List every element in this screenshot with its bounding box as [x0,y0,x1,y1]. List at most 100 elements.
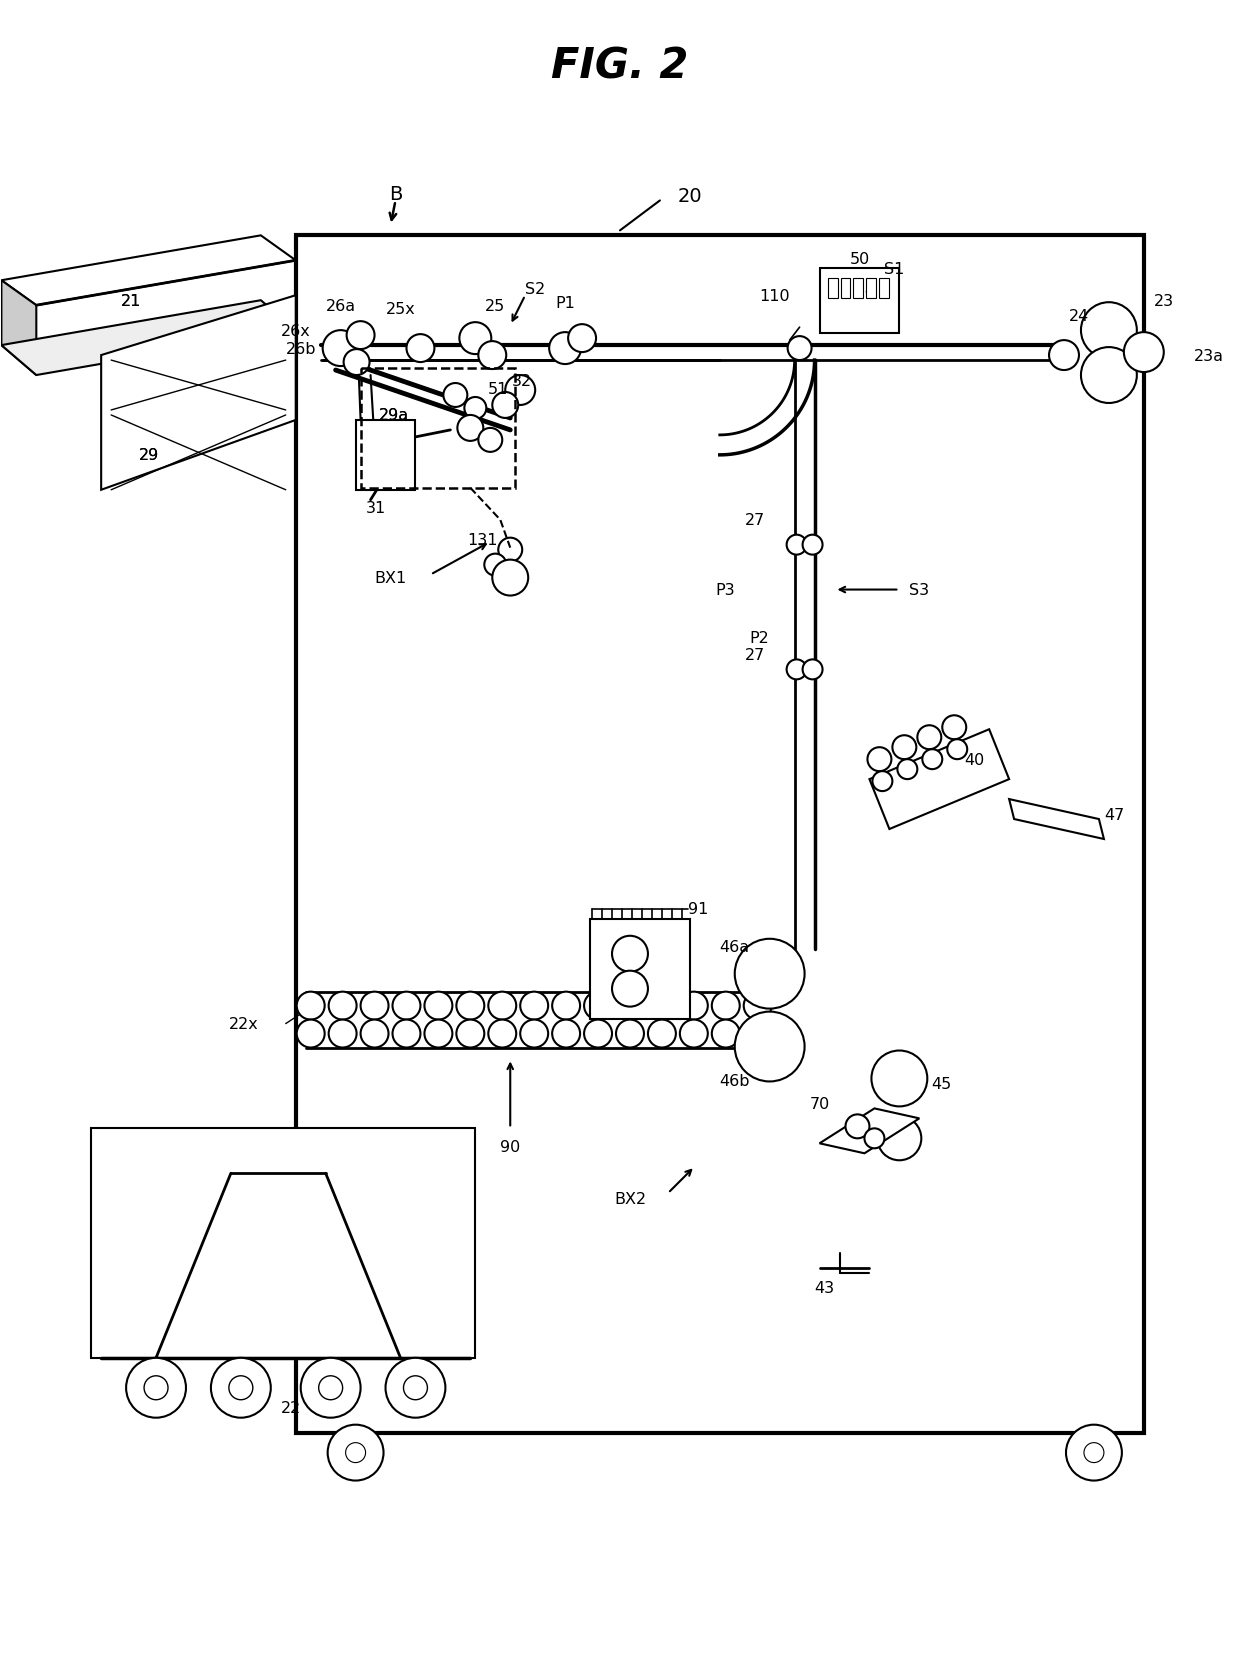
Circle shape [1123,333,1164,373]
Text: 26a: 26a [326,298,356,313]
Text: 26b: 26b [285,341,316,356]
Text: 91: 91 [688,902,708,917]
Circle shape [1066,1425,1122,1481]
Text: 25x: 25x [386,301,415,316]
Polygon shape [102,296,295,490]
Bar [295,236,1143,1432]
Circle shape [878,1116,921,1161]
Circle shape [616,1021,644,1047]
Circle shape [346,1442,366,1462]
Circle shape [492,393,518,418]
Circle shape [456,992,485,1021]
Circle shape [584,992,613,1021]
Circle shape [868,748,892,771]
Bar [361,368,516,489]
Circle shape [386,1358,445,1417]
Circle shape [301,1358,361,1417]
Text: 25: 25 [485,298,506,313]
Circle shape [568,325,596,353]
Circle shape [327,1425,383,1481]
Circle shape [1081,348,1137,403]
Bar [92,1129,475,1358]
Polygon shape [1009,800,1104,840]
Polygon shape [1,301,295,376]
Text: 22x: 22x [229,1017,259,1032]
Circle shape [649,1021,676,1047]
Text: 21: 21 [122,293,141,308]
Text: 23: 23 [1153,293,1174,308]
Bar [879,279,889,299]
Circle shape [802,535,822,555]
Bar [820,269,899,335]
Circle shape [521,1021,548,1047]
Text: 46b: 46b [719,1074,750,1089]
Text: FIG. 2: FIG. 2 [552,45,688,87]
Circle shape [802,661,822,679]
Circle shape [126,1358,186,1417]
Circle shape [347,321,374,350]
Circle shape [649,992,676,1021]
Text: 51: 51 [489,381,508,397]
Circle shape [712,1021,740,1047]
Text: 22: 22 [280,1400,301,1415]
Circle shape [680,1021,708,1047]
Text: 110: 110 [759,288,790,303]
Text: B: B [389,184,402,204]
Circle shape [361,1021,388,1047]
Circle shape [424,1021,453,1047]
Bar [827,279,837,299]
Circle shape [479,428,502,453]
Text: P1: P1 [556,296,575,311]
Text: 31: 31 [366,500,386,515]
Bar [356,420,415,490]
Text: 131: 131 [467,532,497,547]
Circle shape [361,992,388,1021]
Text: 50: 50 [849,251,869,266]
Circle shape [322,331,358,366]
Circle shape [786,661,806,679]
Text: 47: 47 [1104,806,1125,821]
Circle shape [444,383,467,408]
Bar [841,279,851,299]
Bar [867,279,877,299]
Text: 43: 43 [815,1282,835,1295]
Text: 29a: 29a [378,408,408,423]
Text: P3: P3 [715,582,734,597]
Text: S3: S3 [909,582,930,597]
Circle shape [458,415,484,442]
Circle shape [873,771,893,791]
Text: 29: 29 [139,448,159,463]
Circle shape [918,726,941,750]
Circle shape [144,1375,167,1400]
Polygon shape [869,729,1009,830]
Text: 32: 32 [512,373,532,388]
Circle shape [403,1375,428,1400]
Text: 46a: 46a [719,940,750,955]
Text: S1: S1 [884,261,904,276]
Text: BX2: BX2 [614,1191,646,1206]
Circle shape [613,970,649,1007]
Circle shape [521,992,548,1021]
Circle shape [456,1021,485,1047]
Circle shape [616,992,644,1021]
Text: 23a: 23a [1194,348,1224,363]
Text: 24: 24 [1069,308,1089,323]
Text: 70: 70 [810,1096,830,1111]
Circle shape [735,1012,805,1082]
Circle shape [498,539,522,562]
Circle shape [489,992,516,1021]
Text: 26x: 26x [280,323,310,338]
Circle shape [407,335,434,363]
Circle shape [1081,303,1137,360]
Text: 40: 40 [963,753,985,768]
Text: 20: 20 [677,187,702,206]
Bar [853,279,863,299]
Circle shape [329,992,357,1021]
Circle shape [489,1021,516,1047]
Circle shape [343,350,370,376]
Circle shape [942,716,966,739]
Circle shape [872,1051,928,1108]
Circle shape [424,992,453,1021]
Circle shape [787,336,811,361]
Polygon shape [1,236,295,306]
